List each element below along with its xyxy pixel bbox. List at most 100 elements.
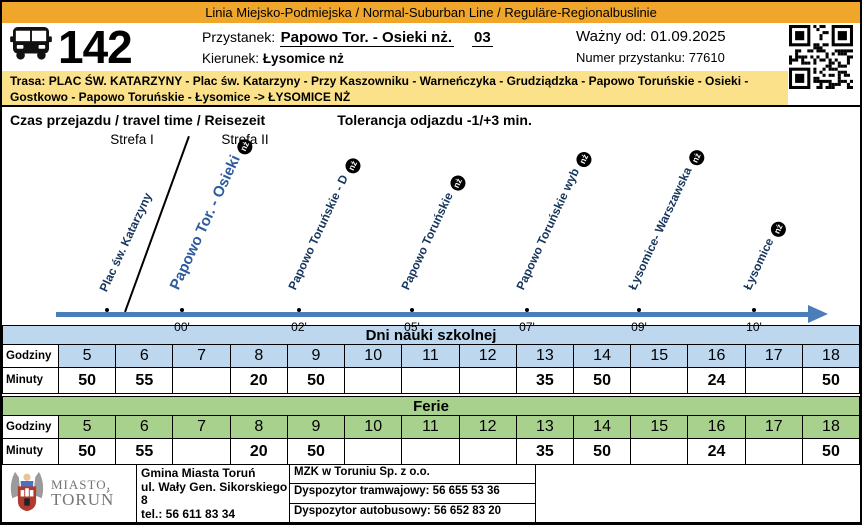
minute-cell: 24 (688, 438, 746, 464)
stop-name-label: Papowo Toruńskienż (394, 172, 468, 302)
contact-line: tel.: 56 611 83 34 (141, 507, 236, 522)
timeline-arrow-icon (808, 305, 828, 324)
valid-from: Ważny od: 01.09.2025 (576, 28, 726, 46)
stop-time: 05' (404, 320, 420, 335)
route-diagram: Strefa I Strefa II Plac św. Katarzynynż … (2, 130, 860, 334)
minute-cell: 50 (822, 371, 840, 389)
stop-time: 07' (519, 320, 535, 335)
timetable-holidays: Ferie Godziny 5 6 7 8 9 10 11 12 13 14 15 16 17 18 Mi… (2, 395, 860, 465)
hours-cells: 5 6 7 8 9 10 11 12 13 14 15 16 17 18 (59, 344, 860, 367)
stop-name-label: Papowo Tor. - Osiekinż (162, 135, 255, 303)
timetable-school-title: Dni nauki szkolnej (3, 325, 859, 345)
timetable-holidays-title: Ferie (3, 396, 859, 416)
hour-cell: 13 (516, 415, 574, 438)
minute-cell: 50 (574, 367, 632, 393)
hour-cell: 17 (745, 344, 803, 367)
minute-cell (173, 438, 231, 464)
hour-cell: 16 (688, 344, 746, 367)
hours-label: Godziny (3, 344, 59, 367)
minute-cell (345, 367, 403, 393)
hour-cell: 13 (516, 344, 574, 367)
hour-cell: 10 (345, 415, 403, 438)
qr-code (789, 25, 853, 89)
hour-cell: 7 (173, 344, 231, 367)
nz-badge: nż (342, 155, 363, 176)
header: 142 Przystanek: Papowo Tor. - Osieki nż.… (2, 23, 860, 71)
stop-name-label: Plac św. Katarzynynż (96, 190, 155, 294)
stop-dot (752, 308, 756, 313)
minute-cell (173, 367, 231, 393)
minute-cell (631, 438, 689, 464)
stop-row: Przystanek: Papowo Tor. - Osieki nż. 03 (202, 29, 493, 48)
stop-dot (180, 308, 184, 313)
travel-time-label: Czas przejazdu / travel time / Reisezeit (10, 111, 266, 128)
city-contact-box: Gmina Miasta Toruń ul. Wały Gen. Sikorski… (136, 464, 290, 522)
minute-cell (746, 438, 803, 464)
minute-cell: 50 (59, 367, 117, 393)
minute-cell: 24 (688, 367, 746, 393)
minute-cell: 50 (288, 438, 346, 464)
hour-cell: 18 (802, 344, 860, 367)
hour-cell: 17 (745, 415, 803, 438)
hour-cell: 8 (230, 415, 288, 438)
footer: MIASTO, TORUŃ Gmina Miasta Toruń ul. Wały… (2, 464, 860, 522)
minute-cell (460, 367, 517, 393)
hours-cells: 5 6 7 8 9 10 11 12 13 14 15 16 17 18 (59, 415, 860, 438)
minute-cell (402, 367, 460, 393)
route-band: Trasa: PLAC ŚW. KATARZYNY - Plac św. Kat… (2, 70, 788, 106)
direction-value: Łysomice nż (262, 51, 344, 67)
nz-badge: nż (573, 149, 594, 170)
stop-name-label: Papowo Toruńskie wybnż (509, 148, 594, 303)
minute-cell: 35 (517, 367, 574, 393)
operator-line: Dyspozytor tramwajowy: 56 655 53 36 (290, 484, 535, 504)
stop-name-label: Papowo Toruńskie - Dnż (281, 155, 363, 303)
nz-badge: nż (447, 173, 468, 194)
line-type-label: Linia Miejsko-Podmiejska / Normal-Suburb… (205, 5, 657, 20)
stop-number: Numer przystanku: 77610 (576, 50, 725, 66)
line-identity: 142 (10, 24, 202, 70)
hour-cell: 6 (116, 344, 174, 367)
stop-dot (297, 308, 301, 313)
minutes-row: Minuty 50 55 20 50 35 50 24 50 (3, 438, 859, 464)
stop-time: 00' (174, 320, 190, 335)
stop-time: 09' (631, 320, 647, 335)
minute-cell (402, 438, 460, 464)
tolerance-label: Tolerancja odjazdu -1/+3 min. (337, 111, 532, 128)
hour-cell: 11 (402, 344, 460, 367)
stop-name-value: Papowo Tor. - Osieki nż. (279, 29, 455, 48)
hours-row: Godziny 5 6 7 8 9 10 11 12 13 14 15 16 17 18 (3, 415, 860, 439)
stop-dot (525, 308, 529, 313)
stop-dot (105, 308, 109, 313)
minute-cell: 20 (231, 367, 288, 393)
stop-name-label: Łysomicenż (736, 218, 789, 303)
validity-info: Ważny od: 01.09.2025 Numer przystanku: 7… (576, 28, 766, 65)
stop-dot (637, 308, 641, 313)
hours-label: Godziny (3, 415, 59, 438)
minute-cell: 50 (288, 367, 346, 393)
hour-cell: 9 (287, 415, 346, 438)
city-logo-text: MIASTO, TORUŃ (51, 477, 115, 510)
hour-cell: 6 (116, 415, 174, 438)
nz-badge: nż (768, 219, 789, 240)
operator-contact-box: MZK w Toruniu Sp. z o.o. Dyspozytor tramw… (290, 464, 536, 522)
operator-line: MZK w Toruniu Sp. z o.o. (290, 465, 535, 485)
stop-dot (410, 308, 414, 313)
minute-cell: 50 (59, 438, 117, 464)
stop-label: Przystanek: (202, 29, 276, 46)
stop-platform: 03 (472, 29, 493, 48)
minute-cell (746, 367, 803, 393)
hour-cell: 16 (688, 415, 746, 438)
minutes-label: Minuty (3, 438, 59, 464)
direction-row: Kierunek: Łysomice nż (202, 51, 493, 66)
timetable-school: Dni nauki szkolnej Godziny 5 6 7 8 9 10 11 12 13… (2, 324, 860, 394)
minute-cell: 55 (116, 367, 174, 393)
hours-row: Godziny 5 6 7 8 9 10 11 12 13 14 15 16 17 18 (3, 344, 860, 368)
minute-cell (460, 438, 517, 464)
hour-cell: 15 (631, 344, 689, 367)
hour-cell: 7 (173, 415, 231, 438)
minutes-cells: 50 55 20 50 35 50 24 50 (59, 438, 859, 464)
footer-spacer (536, 465, 860, 522)
hour-cell: 12 (459, 344, 517, 367)
contact-line: Gmina Miasta Toruń (141, 465, 256, 480)
